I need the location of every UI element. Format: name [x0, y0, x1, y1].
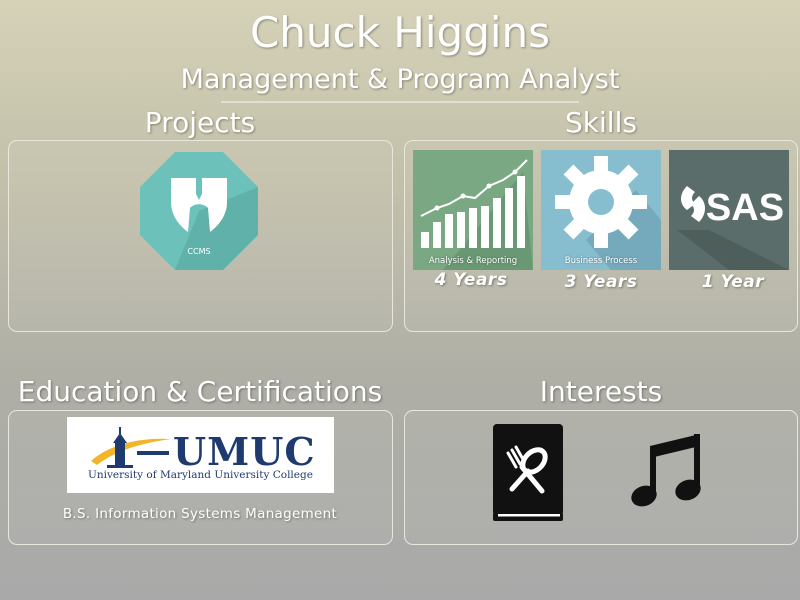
ccms-badge-label: CCMS — [187, 247, 210, 256]
title-divider — [221, 101, 579, 103]
job-title: Management & Program Analyst — [180, 64, 620, 95]
projects-heading: Projects — [144, 106, 256, 139]
spartan-helmet-icon — [171, 178, 227, 232]
interests-heading: Interests — [539, 375, 663, 408]
skill-tile-business-process[interactable]: Business Process — [541, 150, 661, 270]
degree-text: B.S. Information Systems Management — [62, 506, 338, 522]
skill-years-sas: 1 Year — [701, 272, 765, 292]
page-title: Chuck Higgins — [249, 8, 551, 57]
bar-chart-icon — [420, 159, 533, 270]
umuc-wordmark: UMUC — [173, 429, 316, 474]
music-note-icon[interactable] — [630, 432, 706, 512]
skill-years-analysis: 4 Years — [434, 270, 508, 290]
sas-logo-wordmark: SAS — [706, 187, 784, 229]
interests-panel — [404, 410, 798, 545]
education-heading: Education & Certifications — [17, 375, 383, 408]
skill-tile-sas[interactable]: SAS — [669, 150, 789, 270]
cookbook-icon[interactable] — [492, 423, 566, 523]
umuc-logo[interactable]: UMUC University of Maryland University C… — [67, 417, 334, 493]
university-tower-icon — [91, 427, 171, 468]
umuc-subtitle: University of Maryland University Colleg… — [88, 469, 313, 481]
skill-label: Analysis & Reporting — [428, 256, 518, 266]
sas-logo-icon: SAS — [677, 186, 789, 270]
skill-label: Business Process — [564, 256, 638, 266]
gear-icon — [555, 156, 661, 270]
skill-tile-analysis-reporting[interactable]: Analysis & Reporting — [413, 150, 533, 270]
skill-years-business: 3 Years — [564, 272, 638, 292]
ccms-project-badge[interactable]: CCMS — [138, 150, 260, 272]
skills-heading: Skills — [565, 106, 637, 139]
